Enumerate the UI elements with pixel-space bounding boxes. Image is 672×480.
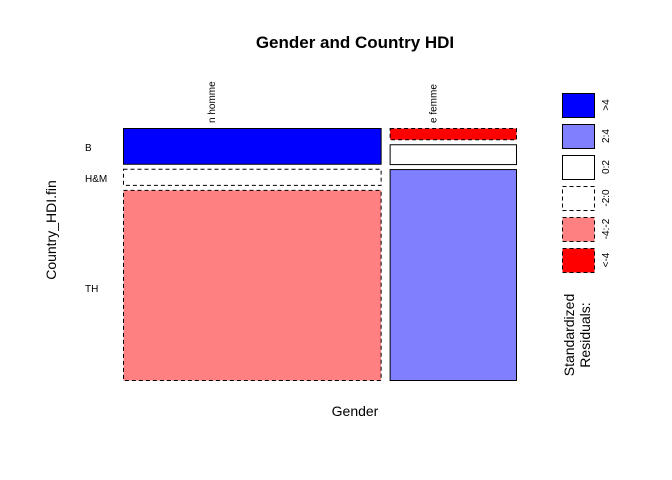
y-tick-label: B [85, 143, 92, 154]
mosaic-cell-e-femme-b [389, 128, 517, 141]
x-tick-labels: n homme e femme [207, 81, 439, 123]
legend-swatch [562, 93, 595, 118]
legend-label: 2:4 [601, 129, 612, 143]
legend-swatch [562, 248, 595, 273]
mosaic-cell-n-homme-b [123, 128, 382, 165]
chart-title: Gender and Country HDI [256, 33, 454, 52]
legend-swatch [562, 124, 595, 149]
legend-swatch [562, 186, 595, 211]
y-tick-label: H&M [85, 174, 107, 185]
y-axis-label: Country_HDI.fin [43, 180, 59, 280]
legend-label: -2:0 [601, 189, 612, 207]
x-tick-label: n homme [207, 81, 218, 123]
mosaic-cell-n-homme-th [123, 189, 382, 381]
legend-title: Standardized [561, 294, 577, 377]
mosaic-cell-n-homme-h-m [123, 168, 382, 186]
legend-label: >4 [601, 99, 612, 111]
legend-label: 0:2 [601, 160, 612, 174]
x-tick-label: e femme [429, 84, 440, 123]
legend-title: Residuals: [577, 302, 593, 367]
legend-label: <-4 [601, 252, 612, 267]
x-axis-label: Gender [332, 403, 379, 419]
y-tick-label: TH [85, 284, 98, 295]
legend-swatch [562, 155, 595, 180]
mosaic-cell-e-femme-th [389, 169, 517, 381]
legend-swatch [562, 217, 595, 242]
mosaic-cell-e-femme-h-m [389, 144, 517, 166]
y-tick-labels: B H&M TH [85, 143, 107, 295]
legend-label: -4:-2 [601, 218, 612, 239]
mosaic-cells [123, 128, 517, 381]
legend: >4 2:4 0:2 -2:0 -4:-2 <-4 Standardized Residual… [561, 93, 612, 377]
